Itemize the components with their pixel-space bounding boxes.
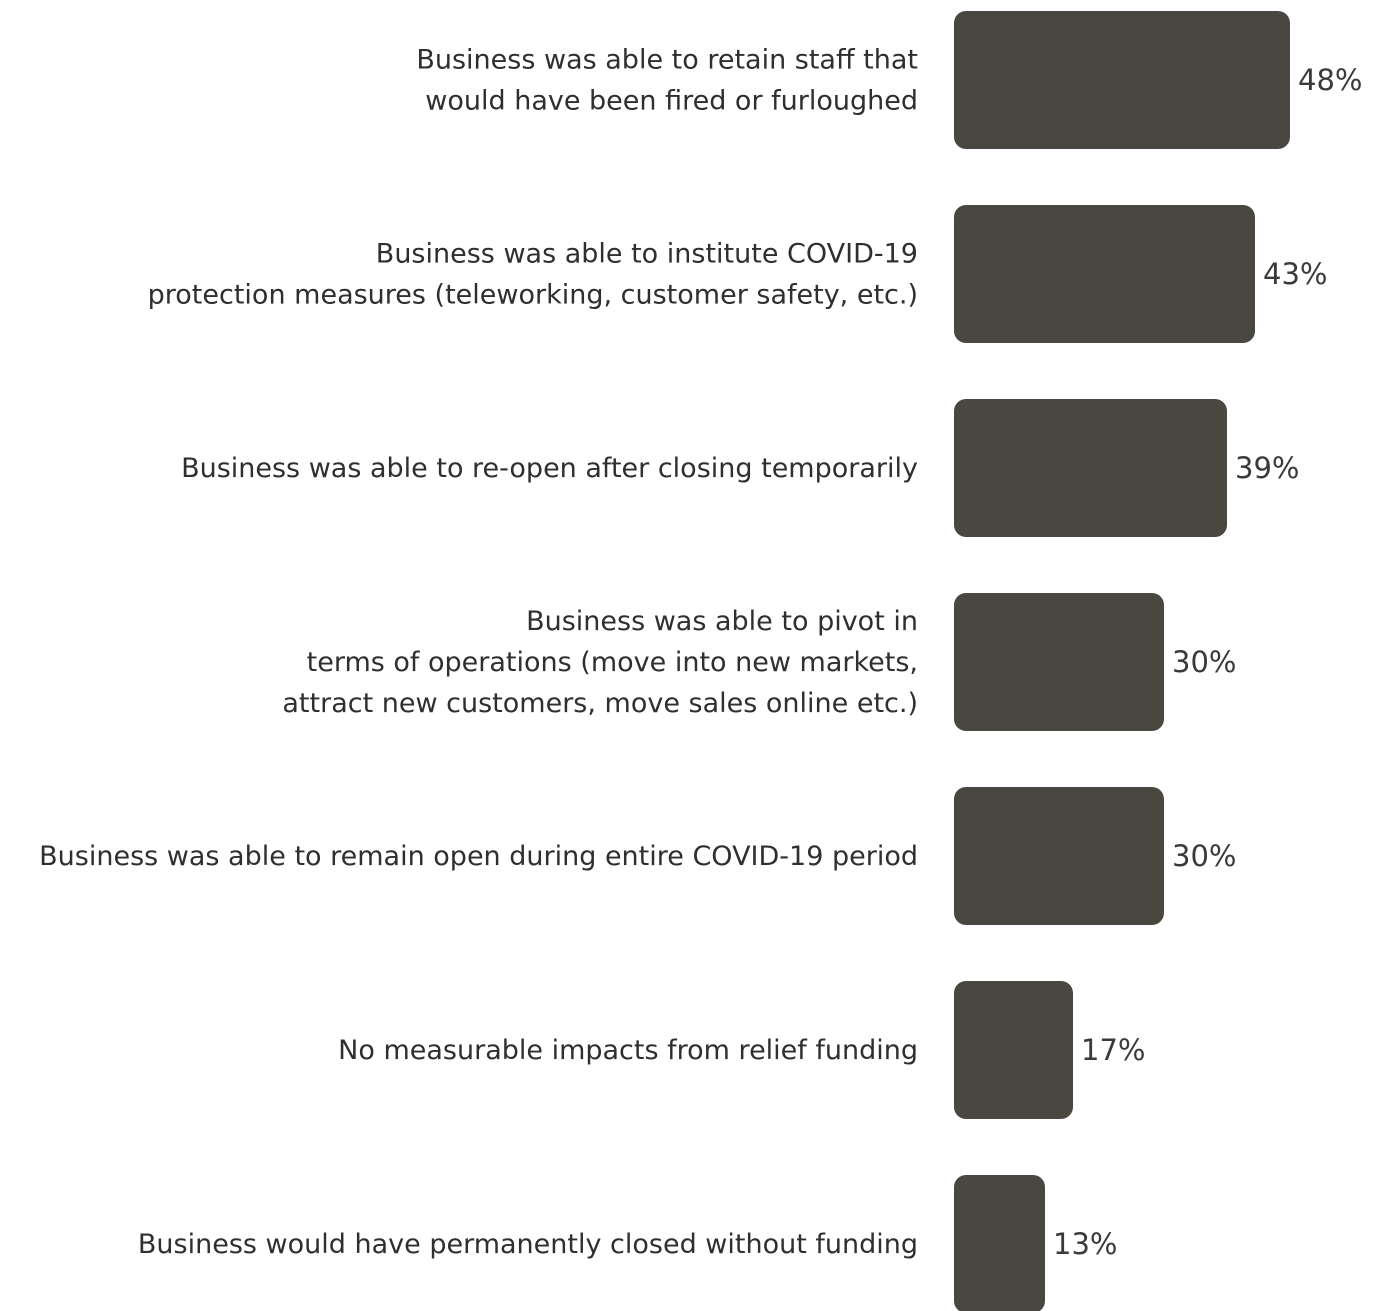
category-label-line: would have been fired or furloughed [425,86,918,117]
category-label-line: Business would have permanently closed w… [138,1229,918,1260]
category-label-line: terms of operations (move into new marke… [307,647,918,678]
value-label-6: 17% [1081,1033,1145,1067]
category-label-1: Business was able to retain staff that wo… [416,45,918,117]
category-label-line: attract new customers, move sales online… [282,688,918,719]
bars [954,11,1290,1311]
category-label-line: Business was able to institute COVID-19 [376,239,918,270]
category-label-line: Business was able to pivot in [526,606,918,637]
value-label-2: 43% [1263,257,1327,291]
category-label-6: No measurable impacts from relief fundin… [338,1035,918,1066]
bar-6 [954,981,1073,1119]
value-label-1: 48% [1298,63,1362,97]
bar-7 [954,1175,1045,1311]
category-label-3: Business was able to re-open after closi… [181,453,918,484]
category-label-line: Business was able to retain staff that [416,45,918,76]
value-label-7: 13% [1053,1227,1117,1261]
category-label-5: Business was able to remain open during … [39,841,918,872]
bar-5 [954,787,1164,925]
category-label-7: Business would have permanently closed w… [138,1229,918,1260]
bar-4 [954,593,1164,731]
category-label-line: Business was able to remain open during … [39,841,918,872]
category-label-line: No measurable impacts from relief fundin… [338,1035,918,1066]
category-label-line: protection measures (teleworking, custom… [148,280,918,311]
category-label-4: Business was able to pivot in terms of op… [282,606,918,719]
value-labels: 48% 43% 39% 30% 30% 17% 13% [1053,63,1362,1261]
bar-2 [954,205,1255,343]
value-label-5: 30% [1172,839,1236,873]
category-label-2: Business was able to institute COVID-19 p… [148,239,918,311]
bar-1 [954,11,1290,149]
value-label-3: 39% [1235,451,1299,485]
value-label-4: 30% [1172,645,1236,679]
category-labels: Business was able to retain staff that wo… [39,45,918,1261]
bar-3 [954,399,1227,537]
category-label-line: Business was able to re-open after closi… [181,453,918,484]
